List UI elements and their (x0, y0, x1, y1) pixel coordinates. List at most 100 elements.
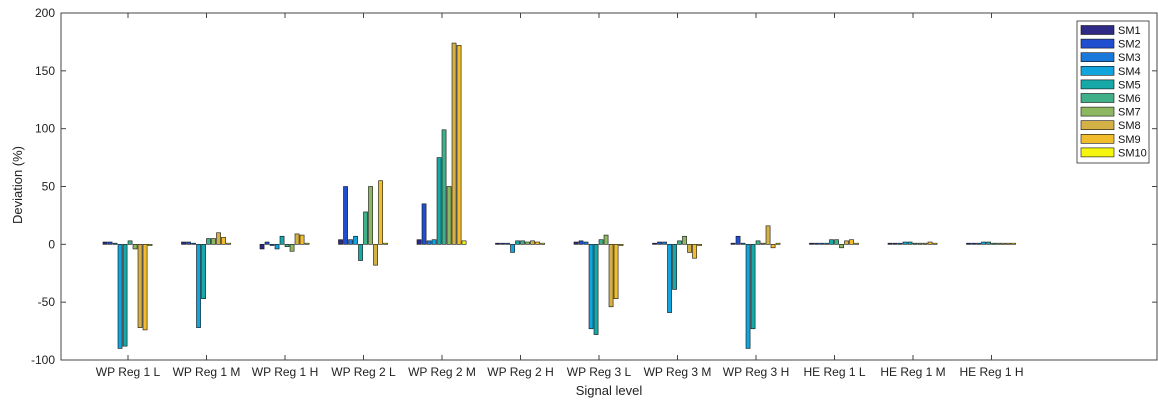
bar-sm7-12 (996, 242, 1001, 245)
bar-sm10-10 (854, 242, 859, 245)
bar-sm2-6 (500, 242, 505, 245)
bar-sm6-7 (598, 239, 604, 245)
bar-sm7-7 (603, 234, 609, 245)
bar-sm6-10 (834, 239, 839, 245)
bar-sm8-8 (687, 244, 692, 253)
bar-sm2-4 (343, 186, 348, 245)
y-tick-label: 200 (35, 6, 55, 20)
x-tick-label: WP Reg 2 L (331, 365, 396, 379)
bar-sm4-4 (353, 235, 358, 245)
bar-sm9-8 (692, 244, 697, 259)
bar-sm1-9 (730, 242, 736, 245)
bar-sm9-5 (456, 45, 462, 245)
bar-sm3-9 (740, 242, 746, 245)
bar-sm2-12 (971, 242, 976, 245)
y-tick-label: -50 (38, 295, 56, 309)
bar-sm8-7 (608, 244, 614, 308)
y-tick-label: -100 (31, 353, 55, 367)
bar-sm1-7 (573, 241, 579, 245)
bar-sm4-1 (117, 244, 123, 349)
bar-sm6-9 (755, 240, 761, 245)
bar-sm3-3 (269, 244, 275, 246)
bar-sm10-3 (304, 242, 310, 245)
bar-sm3-11 (897, 242, 903, 245)
bar-sm4-3 (274, 244, 280, 250)
bar-sm8-2 (216, 232, 221, 245)
bar-sm2-5 (421, 203, 427, 245)
x-tick-label: WP Reg 3 H (723, 365, 789, 379)
legend-swatch-sm7 (1080, 106, 1115, 117)
bar-sm5-9 (750, 244, 756, 330)
bar-sm5-12 (986, 241, 991, 245)
bar-sm8-9 (765, 225, 771, 245)
bar-sm6-11 (912, 242, 918, 245)
bar-sm6-5 (441, 129, 447, 245)
bar-sm5-11 (907, 241, 913, 245)
bar-sm7-6 (525, 241, 530, 245)
bar-sm9-4 (378, 180, 383, 245)
plot-background (61, 13, 1157, 360)
bar-sm2-8 (657, 241, 662, 245)
bar-sm6-1 (127, 240, 133, 245)
bar-sm8-1 (137, 244, 143, 328)
bar-sm7-3 (289, 244, 295, 252)
bar-sm4-9 (745, 244, 751, 349)
bar-sm5-1 (122, 244, 128, 347)
bar-sm7-1 (132, 244, 138, 250)
x-tick-label: HE Reg 1 L (803, 365, 865, 379)
bar-sm5-10 (829, 239, 834, 245)
x-tick-label: WP Reg 3 M (644, 365, 712, 379)
bar-sm1-1 (102, 241, 108, 245)
bar-sm7-9 (760, 242, 766, 245)
x-tick-label: HE Reg 1 H (959, 365, 1023, 379)
bar-sm6-8 (677, 240, 682, 245)
bar-sm9-7 (613, 244, 619, 299)
bar-sm9-6 (535, 241, 540, 245)
bar-sm3-4 (348, 239, 353, 245)
legend-label-sm4: SM4 (1118, 66, 1141, 78)
bar-sm4-10 (824, 242, 829, 245)
legend-swatch-sm1 (1080, 25, 1115, 35)
bar-sm4-8 (667, 244, 672, 313)
bar-sm1-11 (887, 242, 893, 245)
bar-sm7-11 (917, 242, 923, 245)
bar-sm1-6 (495, 242, 500, 245)
bar-sm3-7 (583, 241, 589, 245)
bar-sm4-6 (510, 244, 515, 253)
bar-sm7-10 (839, 244, 844, 249)
bar-sm5-8 (672, 244, 677, 290)
y-tick-label: 100 (35, 122, 55, 136)
bar-sm8-10 (844, 240, 849, 245)
x-tick-label: WP Reg 3 L (567, 365, 632, 379)
bar-sm9-9 (770, 244, 776, 249)
bar-sm5-2 (201, 244, 206, 299)
bar-sm3-8 (662, 241, 667, 245)
bar-sm10-7 (618, 244, 624, 246)
bar-sm10-12 (1011, 242, 1016, 245)
legend-swatch-sm2 (1080, 38, 1115, 49)
bar-sm8-4 (373, 244, 378, 266)
bar-sm1-12 (966, 242, 971, 245)
y-tick-label: 0 (48, 237, 55, 251)
x-tick-label: WP Reg 2 M (408, 365, 476, 379)
bar-sm7-2 (211, 238, 216, 245)
bar-sm6-4 (363, 211, 368, 245)
bar-sm9-1 (142, 244, 148, 331)
bar-sm3-12 (976, 242, 981, 245)
bar-sm8-6 (530, 240, 535, 245)
bar-sm8-5 (451, 42, 457, 245)
bar-sm1-5 (416, 239, 422, 245)
bar-sm6-6 (520, 240, 525, 245)
x-tick-label: WP Reg 1 M (173, 365, 241, 379)
y-tick-label: 150 (35, 64, 55, 78)
bar-sm8-12 (1001, 242, 1006, 245)
bars (102, 42, 1016, 349)
bar-sm1-4 (338, 239, 343, 245)
bar-sm2-9 (735, 235, 741, 245)
x-tick-label: WP Reg 1 L (96, 365, 161, 379)
axes: -100 -50 0 50 100 150 200 WP Reg 1 L WP Reg 1 M W… (31, 6, 1158, 379)
bar-sm10-5 (461, 240, 467, 245)
x-axis-label: Signal level (576, 383, 643, 398)
bar-sm4-11 (902, 241, 908, 245)
